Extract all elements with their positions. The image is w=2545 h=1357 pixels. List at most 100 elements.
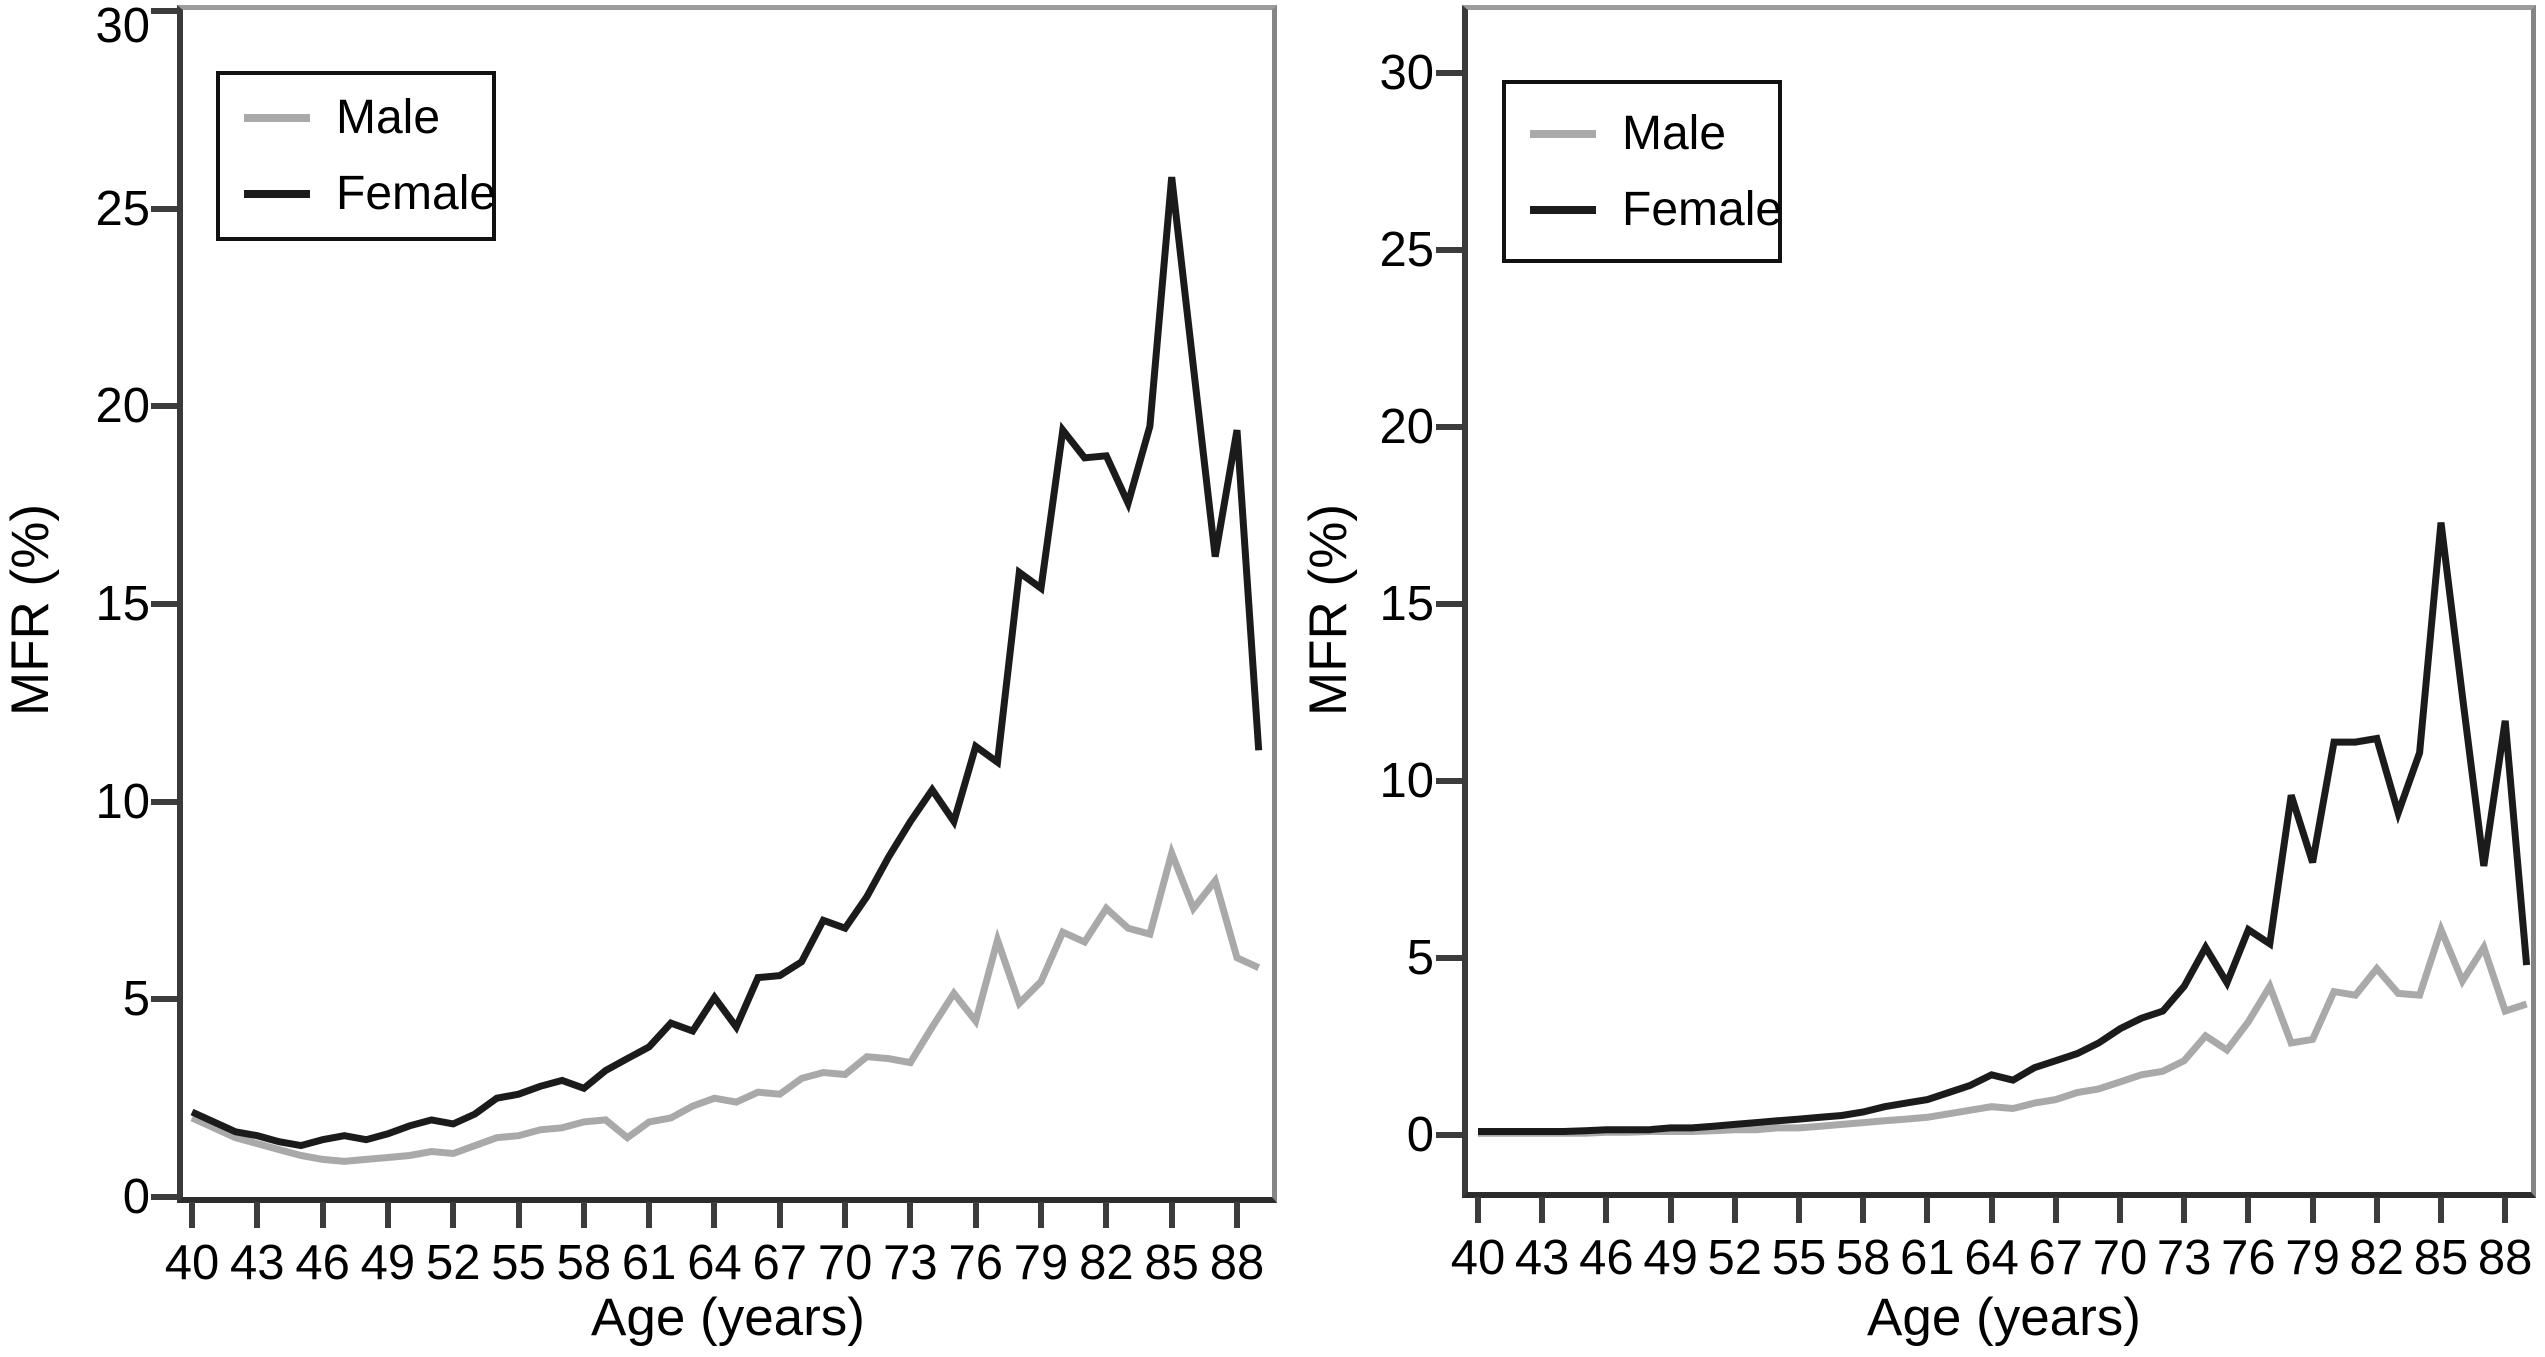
y-tick-mark <box>151 996 177 1003</box>
x-tick-label: 73 <box>2156 1231 2212 1285</box>
series-plot-area <box>190 176 1263 1165</box>
x-tick-mark <box>2309 1197 2316 1223</box>
right-legend: Male Female <box>1502 80 1782 263</box>
x-tick-label: 88 <box>2477 1231 2533 1285</box>
legend-label-female: Female <box>1622 182 1783 236</box>
left-x-axis-title: Age (years) <box>591 1288 865 1347</box>
x-tick-mark <box>776 1202 783 1228</box>
y-tick-label: 5 <box>1406 931 1434 985</box>
x-tick-label: 40 <box>1450 1231 1506 1285</box>
x-tick-mark <box>1603 1197 1610 1223</box>
x-tick-mark <box>1539 1197 1546 1223</box>
female-line <box>190 176 1263 1150</box>
legend-label-male: Male <box>1622 106 1727 160</box>
x-tick-mark <box>2117 1197 2123 1223</box>
x-tick-mark <box>319 1202 326 1228</box>
female-line <box>1478 522 2531 1135</box>
x-tick-label: 82 <box>2349 1231 2405 1285</box>
y-tick-mark <box>151 601 177 608</box>
x-tick-label: 70 <box>2092 1231 2148 1285</box>
male-line-swatch <box>1530 129 1596 138</box>
y-tick-label: 25 <box>95 181 150 236</box>
legend-item-male: Male <box>1530 106 1778 160</box>
y-tick-mark <box>151 1194 177 1200</box>
y-tick-label: 15 <box>1379 577 1434 631</box>
x-tick-label: 40 <box>164 1236 220 1290</box>
y-tick-label: 5 <box>122 972 150 1027</box>
x-tick-mark <box>515 1202 522 1228</box>
x-tick-label: 49 <box>1643 1231 1698 1285</box>
x-tick-mark <box>1103 1202 1110 1228</box>
x-tick-label: 85 <box>1144 1236 1199 1290</box>
x-tick-label: 85 <box>2413 1231 2469 1285</box>
x-tick-label: 46 <box>295 1236 350 1290</box>
x-tick-mark <box>1731 1197 1738 1223</box>
x-tick-label: 82 <box>1079 1236 1134 1290</box>
y-tick-mark <box>1436 955 1462 961</box>
x-tick-label: 79 <box>1013 1236 1069 1290</box>
y-tick-label: 30 <box>95 0 150 53</box>
y-tick-label: 10 <box>1379 754 1434 808</box>
legend-label-female: Female <box>336 167 497 220</box>
x-tick-label: 79 <box>2285 1231 2340 1285</box>
x-tick-mark <box>580 1202 587 1228</box>
x-tick-mark <box>2438 1197 2444 1223</box>
y-tick-mark <box>151 8 177 15</box>
x-tick-mark <box>842 1202 849 1228</box>
female-line-swatch <box>1530 205 1596 214</box>
y-tick-label: 30 <box>1379 46 1434 100</box>
x-tick-mark <box>1860 1197 1867 1223</box>
x-tick-mark <box>1233 1202 1240 1228</box>
x-tick-label: 76 <box>948 1236 1003 1290</box>
x-tick-label: 55 <box>491 1236 546 1290</box>
legend-label-male: Male <box>336 91 441 144</box>
x-tick-mark <box>711 1202 718 1228</box>
x-tick-label: 67 <box>752 1236 808 1290</box>
left-legend: Male Female <box>216 71 496 241</box>
y-tick-label: 20 <box>1379 400 1434 454</box>
y-tick-label: 25 <box>1379 223 1434 277</box>
y-tick-mark <box>1436 424 1462 430</box>
y-tick-mark <box>1436 601 1462 607</box>
male-line-swatch <box>244 114 310 122</box>
x-tick-mark <box>2052 1197 2059 1223</box>
x-tick-mark <box>1988 1197 1995 1223</box>
x-tick-label: 70 <box>817 1236 873 1290</box>
male-line <box>1478 919 2528 1137</box>
male-line <box>190 841 1261 1165</box>
x-tick-mark <box>384 1202 391 1228</box>
x-tick-label: 61 <box>621 1236 677 1290</box>
y-tick-mark <box>151 798 177 805</box>
x-tick-mark <box>907 1202 914 1228</box>
y-tick-label: 10 <box>95 774 150 829</box>
x-tick-label: 52 <box>425 1236 481 1290</box>
x-tick-mark <box>1924 1197 1931 1223</box>
right-x-axis-title: Age (years) <box>1867 1288 2141 1347</box>
y-tick-mark <box>1436 1132 1462 1138</box>
x-tick-label: 64 <box>1964 1231 2019 1285</box>
x-tick-mark <box>1796 1197 1802 1223</box>
female-line-swatch <box>244 190 310 198</box>
x-tick-mark <box>2181 1197 2188 1223</box>
x-tick-mark <box>1475 1197 1481 1223</box>
y-tick-mark <box>1436 778 1462 784</box>
y-tick-label: 0 <box>122 1170 150 1224</box>
x-tick-label: 46 <box>1579 1231 1634 1285</box>
y-tick-mark <box>151 403 177 410</box>
x-tick-label: 61 <box>1900 1231 1955 1285</box>
y-tick-label: 15 <box>95 577 150 632</box>
x-tick-mark <box>1667 1197 1674 1223</box>
y-tick-mark <box>151 205 177 212</box>
x-tick-mark <box>2245 1197 2252 1223</box>
x-tick-mark <box>646 1202 653 1228</box>
y-tick-mark <box>1436 247 1462 253</box>
x-tick-mark <box>1038 1202 1045 1228</box>
x-tick-label: 58 <box>556 1236 612 1290</box>
x-tick-label: 43 <box>230 1236 285 1290</box>
y-tick-label: 20 <box>95 379 150 434</box>
x-tick-mark <box>972 1202 979 1228</box>
x-tick-label: 76 <box>2221 1231 2276 1285</box>
series-plot-area <box>1478 522 2531 1137</box>
legend-item-male: Male <box>244 93 492 143</box>
